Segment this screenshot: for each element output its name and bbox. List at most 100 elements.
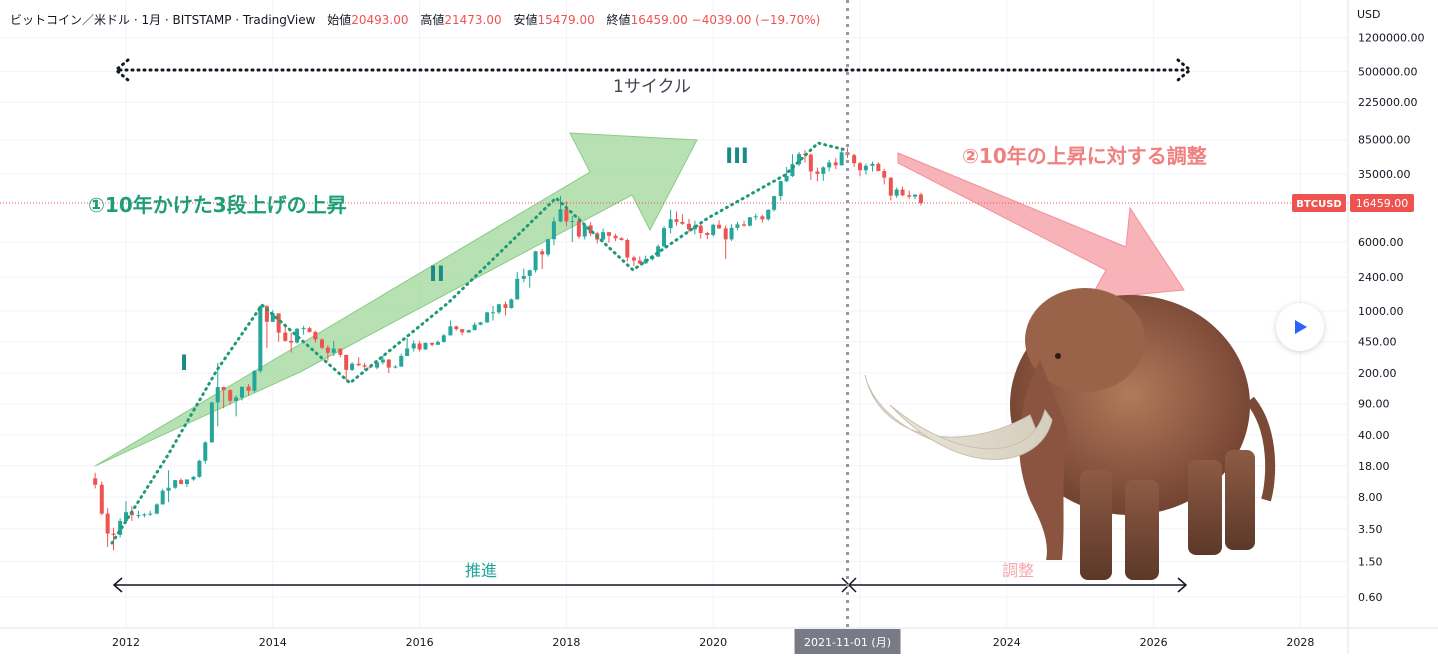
candle-body [191, 476, 196, 480]
candle-body [613, 235, 618, 239]
low-value: 15479.00 [537, 13, 595, 27]
candle-body [711, 224, 716, 235]
correction-annotation: ②10年の上昇に対する調整 [962, 144, 1207, 168]
candle-body [276, 313, 281, 333]
candle-body [313, 331, 318, 340]
play-button[interactable] [1276, 303, 1324, 351]
candle-body [747, 217, 752, 226]
candle-body [913, 194, 918, 197]
candle-body [289, 340, 294, 343]
candle-body [485, 312, 490, 323]
candle-body [148, 513, 153, 515]
price-tick-label: 1.50 [1358, 556, 1383, 569]
open-label: 始値 [327, 13, 352, 27]
time-scale-bg [0, 628, 1438, 654]
rise-arrow [94, 132, 698, 467]
price-tick-label: 90.00 [1358, 398, 1390, 411]
play-icon [1295, 320, 1307, 334]
time-tick-label: 2024 [993, 636, 1021, 649]
wave-1-label: I [180, 351, 188, 375]
candle-body [631, 257, 636, 261]
time-tick-label: 2026 [1140, 636, 1168, 649]
time-tick-label: 2020 [699, 636, 727, 649]
candle-body [827, 162, 832, 168]
candle-body [797, 153, 802, 165]
candle-body [142, 514, 147, 516]
candle-body [319, 339, 324, 348]
cycle-bracket-left-head [113, 58, 130, 82]
candle-body [375, 362, 380, 368]
candle-body [307, 328, 312, 332]
price-tick-label: 500000.00 [1358, 65, 1418, 78]
close-label: 終値 [606, 13, 631, 27]
candle-body [496, 304, 501, 313]
candle-body [564, 209, 569, 222]
open-value: 20493.00 [351, 13, 409, 27]
correction-label: 調整 [1002, 561, 1034, 580]
candle-body [215, 386, 220, 403]
wave-2-label: II [429, 262, 445, 286]
candle-body [742, 224, 747, 226]
candle-body [393, 366, 398, 368]
cycle-label: 1サイクル [613, 77, 691, 97]
timespan-left-arrowhead [112, 577, 123, 593]
candle-body [735, 224, 740, 228]
candle-body [705, 232, 710, 235]
time-tick-label: 2014 [259, 636, 287, 649]
candle-body [478, 322, 483, 325]
candle-body [301, 328, 306, 330]
candle-body [686, 223, 691, 230]
candle-body [423, 342, 428, 350]
candle-body [858, 163, 862, 171]
candle-body [179, 480, 184, 485]
candle-body [546, 239, 551, 255]
time-tick-label: 2018 [552, 636, 580, 649]
candle-body [766, 209, 771, 220]
price-tick-label: 18.00 [1358, 460, 1390, 473]
wave-layer [110, 0, 1193, 628]
candle-body [258, 306, 263, 371]
candle-body [491, 312, 495, 314]
price-tick-label: 40.00 [1358, 429, 1390, 442]
candle-body [405, 348, 410, 356]
candle-body [270, 313, 275, 322]
candle-body [576, 221, 581, 237]
candle-body [784, 176, 789, 182]
candle-body [221, 386, 226, 391]
mammoth-illustration [864, 288, 1276, 580]
candle-body [118, 520, 123, 535]
candle-body [625, 240, 630, 258]
candle-body [778, 181, 783, 197]
candle-body [662, 228, 667, 247]
high-value: 21473.00 [444, 13, 502, 27]
candle-body [399, 355, 404, 367]
candle-body [558, 209, 563, 222]
candle-body [606, 232, 611, 236]
candle-body [680, 221, 685, 224]
candle-body [411, 343, 416, 349]
candle-body [124, 512, 128, 521]
price-scale-bg [1348, 0, 1438, 654]
symbol-tag: BTCUSD [1296, 199, 1341, 210]
candle-body [283, 332, 288, 341]
candle-body [619, 238, 624, 241]
candle-body [228, 390, 233, 401]
candle-body [264, 306, 269, 322]
arrows-layer [0, 132, 1348, 467]
price-tick-label: 6000.00 [1358, 236, 1404, 249]
candle-body [234, 397, 239, 401]
symbol-legend: ビットコイン／米ドル · 1月 · BITSTAMP · TradingView… [10, 11, 820, 28]
candle-body [417, 343, 422, 350]
candle-body [900, 189, 905, 196]
crosshair-time-label-bg [794, 629, 901, 654]
time-tick-label: 2028 [1286, 636, 1314, 649]
crosshair-time-label: 2021-11-01 (月) [804, 636, 891, 649]
price-tick-label: 3.50 [1358, 523, 1383, 536]
candle-body [570, 221, 575, 223]
candle-body [136, 515, 141, 517]
wave-3-label: III [725, 144, 748, 168]
timespan-right-arrowhead [1177, 577, 1188, 593]
candle-body [105, 513, 110, 534]
